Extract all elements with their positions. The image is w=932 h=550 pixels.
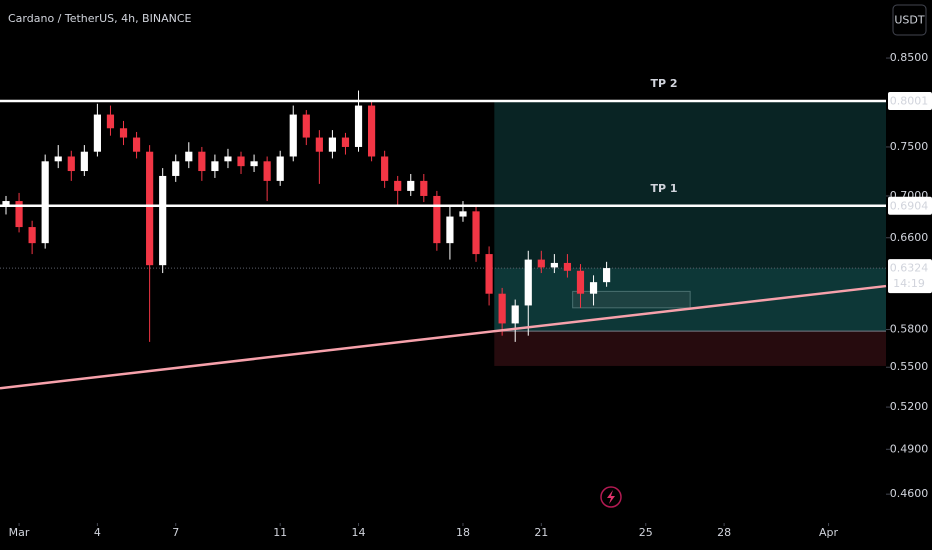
candle-body [106,114,115,129]
candle-body [250,161,258,167]
candle-body [354,105,363,147]
level-label: TP 2 [650,77,677,90]
chart-title: Cardano / TetherUS, 4h, BINANCE [8,12,192,25]
x-tick-label: 21 [534,526,548,539]
candle-body [341,137,350,147]
x-tick-label: 18 [456,526,470,539]
y-tick-label: 0.5500 [890,360,929,373]
x-tick-label: 11 [273,526,287,539]
currency-button-label[interactable]: USDT [894,14,925,27]
candle-body [563,262,572,271]
x-tick-label: 28 [717,526,731,539]
candle-body [550,262,558,268]
x-tick-label: 4 [94,526,101,539]
candle-body [172,161,180,176]
candle-body [263,161,271,181]
level-price-label: 0.6904 [890,199,929,212]
replay-icon-ring[interactable] [600,486,622,508]
candle-body [93,114,101,152]
level-label: TP 1 [650,182,677,195]
stop-zone [494,331,886,366]
x-tick-label: Mar [9,526,30,539]
replay-icon[interactable] [600,486,622,508]
candle-body [472,211,480,255]
candle-body [576,270,585,294]
candle-body [459,211,467,217]
candle-body [146,151,154,266]
candle-body [276,156,284,181]
candle-body [367,105,376,157]
level-price-box [888,196,932,215]
x-tick-label: 14 [352,526,366,539]
level-price-label: 0.8001 [890,95,929,108]
candle-body [159,175,167,266]
candle-body [485,254,493,294]
candle-body [119,128,128,138]
currency-button[interactable]: USDT [892,4,927,36]
candle-body [407,180,415,191]
x-tick-label: 7 [172,526,179,539]
candle-body [28,227,36,244]
y-tick-label: 0.7500 [890,140,929,153]
candle-body [394,180,402,191]
candle-body [302,114,310,138]
last-price-box [888,259,932,294]
candle-body [67,156,75,172]
candle-body [289,114,297,157]
candle-body [2,201,10,207]
candle-body [498,293,506,324]
candle-body [537,259,545,268]
x-tick-label: 25 [639,526,653,539]
replay-icon-bolt[interactable] [607,490,615,504]
candle-body [524,259,532,306]
last-price-label: 0.6324 [890,262,929,275]
level-price-box [888,92,932,111]
y-tick-label: 0.8500 [890,51,929,64]
candle-body [224,156,232,162]
candle-body [185,151,193,162]
y-tick-label: 0.5800 [890,323,929,336]
candle-body [237,156,245,167]
candle-body [211,161,219,172]
y-tick-label: 0.4900 [890,442,929,455]
candle-body [446,216,454,244]
candle-body [15,201,23,228]
candle-body [41,161,49,244]
y-tick-label: 0.4600 [890,487,929,500]
candle-body [381,156,389,181]
candle-body [589,282,598,294]
candle-body [328,137,337,152]
candle-body [54,156,62,162]
candle-body [433,195,441,244]
candle-body [80,151,88,172]
y-tick-label: 0.6600 [890,231,929,244]
candle-body [603,268,611,283]
zone-box [572,290,691,309]
candle-body [315,137,323,152]
candle-body [511,305,519,324]
candle-body [198,151,206,172]
countdown-label: 14:19 [893,277,925,290]
x-tick-label: Apr [819,526,839,539]
candle-body [420,180,428,196]
y-tick-label: 0.5200 [890,400,929,413]
candle-body [132,137,141,152]
trend-line [0,284,887,390]
currency-button-frame[interactable] [892,4,927,36]
